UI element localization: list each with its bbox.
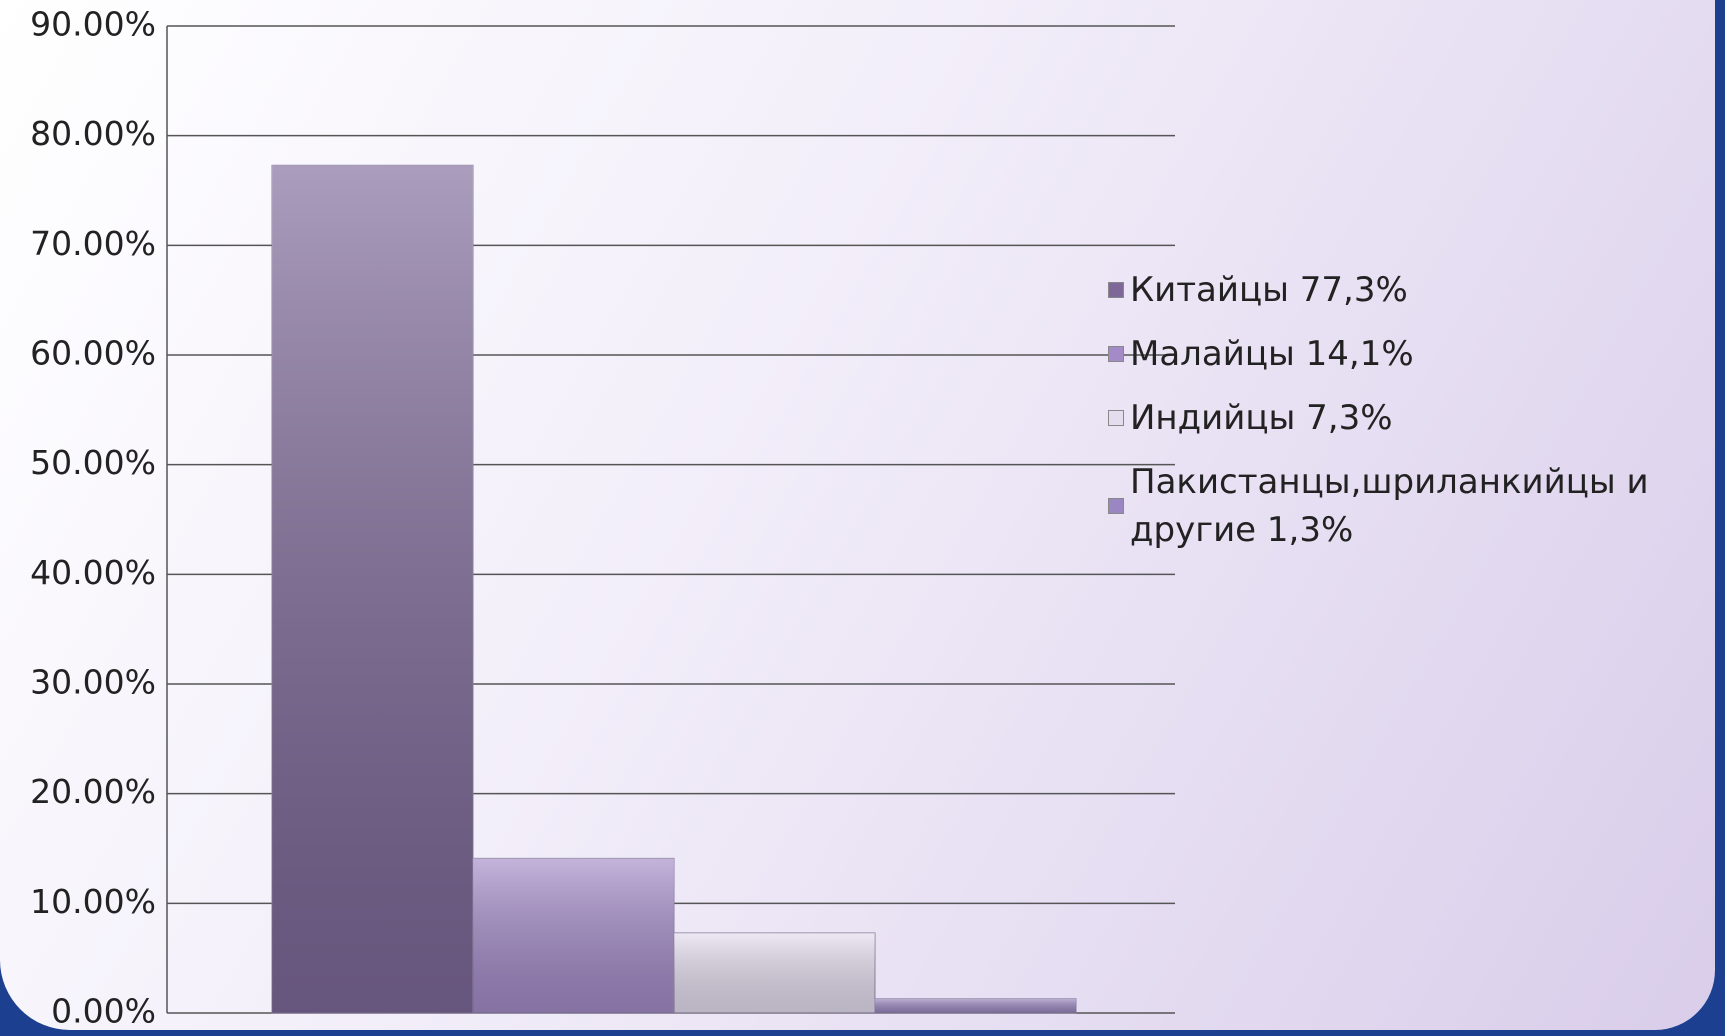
legend-swatch: [1108, 498, 1124, 514]
legend-label: Пакистанцы,шриланкийцы и другие 1,3%: [1130, 462, 1649, 550]
legend-item: Китайцы 77,3%: [1108, 266, 1708, 314]
y-tick-label: 80.00%: [30, 114, 156, 153]
legend: Китайцы 77,3% Малайцы 14,1% Индийцы 7,3% Па…: [1108, 266, 1708, 570]
bar: [673, 932, 876, 1014]
legend-label: Малайцы 14,1%: [1130, 334, 1414, 374]
y-tick-label: 10.00%: [30, 882, 156, 921]
y-tick-label: 20.00%: [30, 772, 156, 811]
bar: [472, 857, 675, 1014]
bar: [271, 164, 474, 1014]
y-tick-label: 30.00%: [30, 663, 156, 702]
legend-label: Китайцы 77,3%: [1130, 270, 1408, 310]
legend-label: Индийцы 7,3%: [1130, 398, 1393, 438]
y-tick-label: 0.00%: [51, 992, 156, 1031]
y-tick-label: 40.00%: [30, 553, 156, 592]
y-tick-label: 60.00%: [30, 334, 156, 373]
y-tick-label: 90.00%: [30, 5, 156, 44]
legend-item: Индийцы 7,3%: [1108, 394, 1708, 442]
y-tick-label: 70.00%: [30, 224, 156, 263]
legend-swatch: [1108, 282, 1124, 298]
bar: [874, 998, 1077, 1014]
legend-item: Пакистанцы,шриланкийцы и другие 1,3%: [1108, 458, 1708, 554]
legend-item: Малайцы 14,1%: [1108, 330, 1708, 378]
legend-swatch: [1108, 346, 1124, 362]
legend-swatch: [1108, 410, 1124, 426]
y-tick-label: 50.00%: [30, 443, 156, 482]
